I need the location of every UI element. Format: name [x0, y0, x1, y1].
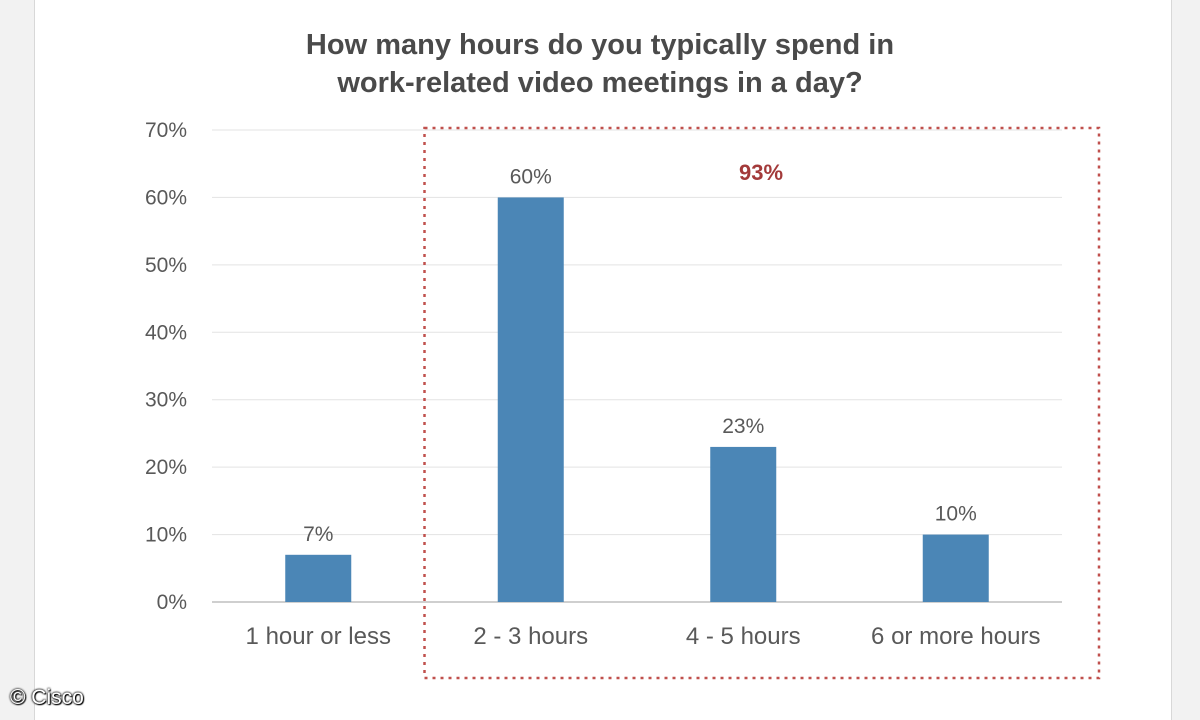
x-tick-label: 1 hour or less	[246, 623, 391, 650]
bar	[285, 554, 352, 602]
y-tick-label: 50%	[145, 254, 187, 277]
y-tick-label: 60%	[145, 186, 187, 209]
chart-title-line-2: work-related video meetings in a day?	[337, 67, 863, 99]
y-tick-label: 70%	[145, 119, 187, 142]
data-label: 10%	[935, 503, 977, 526]
bar	[497, 197, 564, 602]
y-tick-label: 0%	[157, 591, 187, 614]
y-tick-label: 10%	[145, 524, 187, 547]
highlight-box	[423, 126, 1101, 680]
highlight-label: 93%	[739, 160, 783, 185]
data-label: 60%	[510, 165, 552, 188]
y-tick-label: 40%	[145, 321, 187, 344]
bar	[922, 534, 989, 602]
x-tick-label: 2 - 3 hours	[473, 623, 588, 650]
chart-title-line-1: How many hours do you typically spend in	[305, 29, 895, 61]
bar	[710, 446, 777, 602]
data-label: 7%	[303, 523, 333, 546]
image-credit: © Cisco	[10, 686, 84, 709]
y-tick-label: 20%	[145, 456, 187, 479]
y-tick-label: 30%	[145, 389, 187, 412]
data-label: 23%	[722, 415, 764, 438]
x-tick-label: 6 or more hours	[871, 623, 1040, 650]
x-tick-label: 4 - 5 hours	[686, 623, 801, 650]
